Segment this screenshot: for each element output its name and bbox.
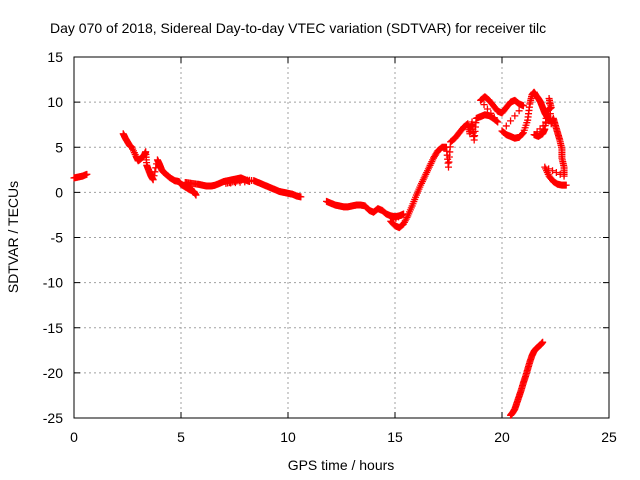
x-axis-label: GPS time / hours — [288, 457, 395, 473]
data-point — [502, 122, 510, 130]
series-arc-2 — [119, 130, 305, 201]
y-tick-label: 15 — [47, 49, 63, 65]
y-tick-label: -20 — [43, 365, 63, 381]
series-arc-4 — [507, 338, 547, 419]
data-point — [490, 114, 498, 122]
data-point — [560, 172, 568, 180]
data-point — [539, 338, 547, 346]
y-tick-label: 10 — [47, 94, 63, 110]
x-tick-label: 10 — [280, 429, 296, 445]
x-tick-label: 5 — [177, 429, 185, 445]
data-point — [515, 107, 523, 115]
data-point — [150, 172, 158, 180]
data-point — [556, 170, 564, 178]
data-point — [151, 168, 159, 176]
data-point — [403, 213, 411, 221]
axis-ticks: 0 5 10 15 20 25 -25 -20 -15 -10 -5 0 5 10 15 — [43, 49, 617, 445]
data-point — [494, 118, 502, 126]
y-tick-label: -15 — [43, 320, 63, 336]
y-axis-label: SDTVAR / TECUs — [5, 181, 21, 293]
x-tick-label: 15 — [387, 429, 403, 445]
data-point — [297, 193, 305, 201]
data-point — [511, 112, 519, 120]
data-point — [507, 117, 515, 125]
y-tick-label: 0 — [55, 184, 63, 200]
data-point — [549, 167, 557, 175]
data-point — [149, 176, 157, 184]
data-point — [519, 102, 527, 110]
series-arc-3 — [323, 88, 570, 232]
y-tick-label: -5 — [51, 230, 64, 246]
data-point — [552, 169, 560, 177]
series-arc-1 — [70, 170, 91, 182]
y-tick-label: -10 — [43, 275, 63, 291]
y-tick-label: -25 — [43, 410, 63, 426]
x-tick-label: 20 — [494, 429, 510, 445]
data-point — [480, 101, 488, 109]
x-tick-label: 25 — [601, 429, 617, 445]
data-point — [493, 117, 501, 125]
y-tick-label: 5 — [55, 139, 63, 155]
chart-title: Day 070 of 2018, Sidereal Day-to-day VTE… — [50, 20, 546, 36]
data-point — [562, 181, 570, 189]
x-tick-label: 0 — [70, 429, 78, 445]
data-point — [83, 170, 91, 178]
data-point — [483, 105, 491, 113]
data-points — [70, 88, 570, 419]
data-point — [487, 109, 495, 117]
